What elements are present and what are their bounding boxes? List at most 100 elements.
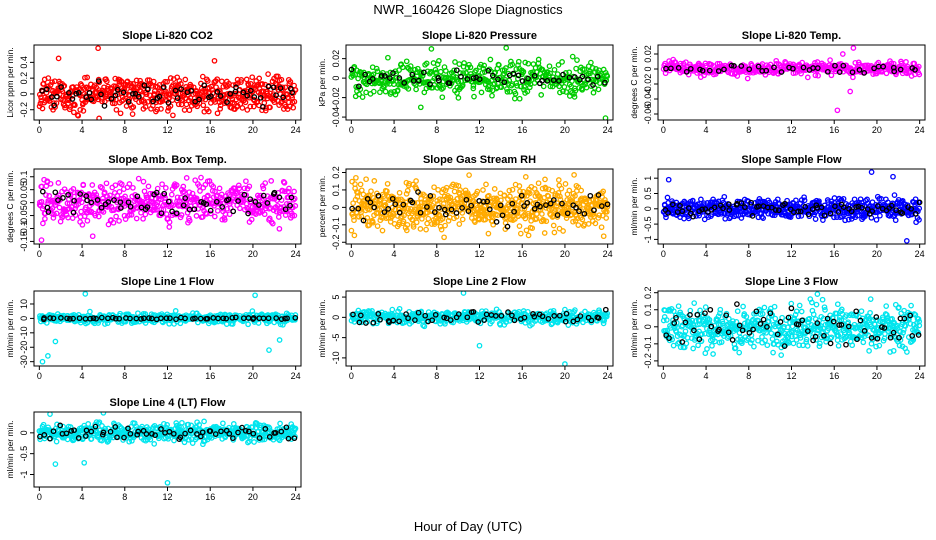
point [473, 67, 479, 74]
point [224, 99, 230, 105]
point [84, 217, 91, 224]
point [196, 96, 202, 103]
point [821, 212, 828, 219]
point [470, 308, 477, 315]
point [356, 91, 362, 98]
point [199, 73, 206, 80]
point [214, 110, 221, 117]
point [192, 177, 199, 184]
point [112, 92, 119, 99]
point [173, 182, 180, 188]
point [168, 191, 175, 198]
point [663, 214, 669, 221]
point [509, 200, 516, 207]
point [239, 105, 246, 111]
point [498, 312, 505, 319]
point [478, 61, 484, 68]
y-tick-label: 0.2 [19, 72, 29, 85]
point [601, 317, 608, 324]
panel-3: Slope Li-820 Temp.0 4 8 12 16 20 24-0.06-0.04-… [629, 30, 926, 135]
point [396, 209, 403, 216]
point [805, 211, 812, 218]
point [364, 196, 371, 202]
point [177, 320, 184, 327]
point [598, 224, 605, 231]
y-tick-label: -0.04 [643, 89, 653, 110]
point [77, 106, 84, 113]
point [572, 307, 578, 313]
x-tick-label: 24 [291, 249, 301, 259]
point [173, 210, 180, 217]
point [588, 59, 594, 66]
plot-frame [33, 290, 302, 367]
point [842, 217, 848, 224]
point [511, 208, 517, 215]
point [50, 315, 57, 322]
point [43, 89, 50, 96]
point [423, 60, 430, 67]
point [191, 206, 198, 213]
point [87, 315, 94, 322]
point [244, 92, 251, 99]
point [65, 191, 71, 198]
point [531, 313, 538, 320]
point [172, 308, 179, 314]
x-tick-label: 16 [205, 125, 215, 135]
point [112, 182, 119, 189]
point [353, 174, 359, 181]
point [380, 215, 386, 221]
point [284, 315, 290, 322]
point [247, 103, 254, 110]
point [554, 71, 561, 77]
point [376, 206, 383, 213]
point [89, 182, 96, 188]
point [247, 196, 254, 203]
point [198, 199, 204, 205]
point [181, 107, 188, 113]
point [496, 62, 502, 68]
series-2 [39, 78, 296, 110]
point [543, 202, 549, 208]
point [442, 211, 449, 218]
point [704, 346, 710, 352]
point [403, 227, 410, 234]
point [88, 199, 95, 206]
x-tick-label: 0 [349, 371, 354, 381]
point [539, 211, 545, 217]
point [238, 79, 244, 85]
y-tick-label: -0.06 [643, 104, 653, 125]
point [529, 321, 535, 328]
point [503, 45, 510, 51]
point [363, 176, 369, 183]
x-tick-label: 16 [829, 125, 839, 135]
point [699, 206, 705, 213]
point [487, 198, 494, 205]
point [537, 203, 543, 210]
point [265, 315, 272, 322]
point [525, 232, 532, 239]
point [373, 65, 380, 72]
point [80, 108, 87, 114]
point [555, 62, 562, 68]
point [916, 71, 923, 78]
point [211, 57, 218, 64]
point [73, 90, 80, 97]
panel-title: Slope Sample Flow [741, 154, 842, 166]
point [566, 187, 573, 194]
point [370, 319, 377, 326]
point [250, 103, 257, 110]
point [47, 315, 53, 321]
point [396, 75, 403, 81]
point [64, 315, 70, 322]
point [379, 227, 386, 234]
point [524, 308, 531, 315]
point [413, 86, 419, 93]
point [880, 63, 887, 70]
point [87, 308, 93, 315]
point [256, 202, 262, 208]
point [261, 211, 268, 218]
series-1 [660, 45, 923, 114]
x-tick-label: 12 [162, 125, 172, 135]
x-tick-label: 0 [661, 249, 666, 259]
point [682, 328, 689, 335]
